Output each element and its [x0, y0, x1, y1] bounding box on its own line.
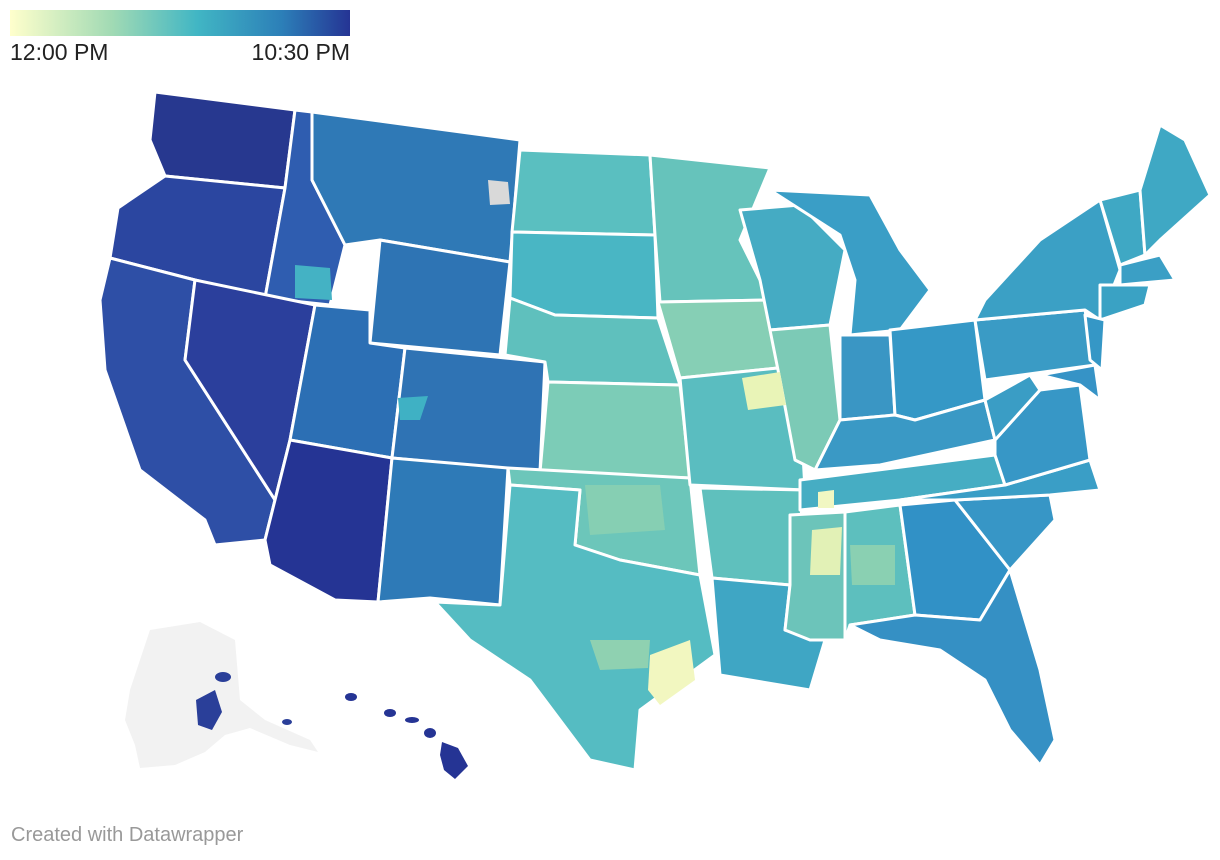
color-legend: 12:00 PM 10:30 PM: [10, 10, 350, 65]
state-new-york: [973, 198, 1122, 322]
contiguous-states: [98, 90, 1212, 772]
state-new-mexico: [376, 456, 510, 607]
state-iowa: [656, 298, 780, 380]
state-arizona: [263, 438, 394, 604]
state-north-dakota: [510, 148, 657, 237]
alaska-region: [125, 622, 318, 768]
state-kansas: [538, 380, 692, 480]
legend-min-label: 12:00 PM: [10, 39, 109, 65]
state-maryland-delaware: [1038, 363, 1102, 402]
notable-counties: [295, 180, 895, 705]
county-light-texas: [648, 640, 695, 705]
county-light-mississippi: [810, 527, 842, 575]
county-utah-light: [295, 265, 332, 300]
hawaii-region: [345, 693, 468, 779]
county-no-data: [488, 180, 510, 205]
state-florida: [848, 568, 1057, 767]
legend-max-label: 10:30 PM: [251, 39, 350, 65]
county-alabama-light: [850, 545, 895, 585]
legend-gradient-bar: [10, 10, 350, 36]
county-light-tennessee: [818, 490, 834, 508]
state-massachusetts: [1118, 253, 1177, 287]
state-wyoming: [368, 238, 512, 357]
state-maine: [1138, 123, 1212, 257]
state-kentucky: [813, 398, 997, 472]
state-new-jersey: [1083, 313, 1107, 372]
state-washington: [148, 90, 297, 190]
alaska-southern-regions: [196, 672, 292, 730]
state-indiana: [838, 333, 897, 422]
county-oklahoma-light: [585, 485, 665, 535]
county-texas-light: [590, 640, 650, 670]
county-colorado-light: [398, 396, 428, 420]
state-west-virginia: [983, 373, 1042, 442]
footer-credit: Created with Datawrapper: [11, 824, 244, 846]
state-connecticut-ri: [1098, 283, 1152, 322]
county-light-illinois: [742, 372, 786, 410]
state-texas: [433, 483, 717, 772]
